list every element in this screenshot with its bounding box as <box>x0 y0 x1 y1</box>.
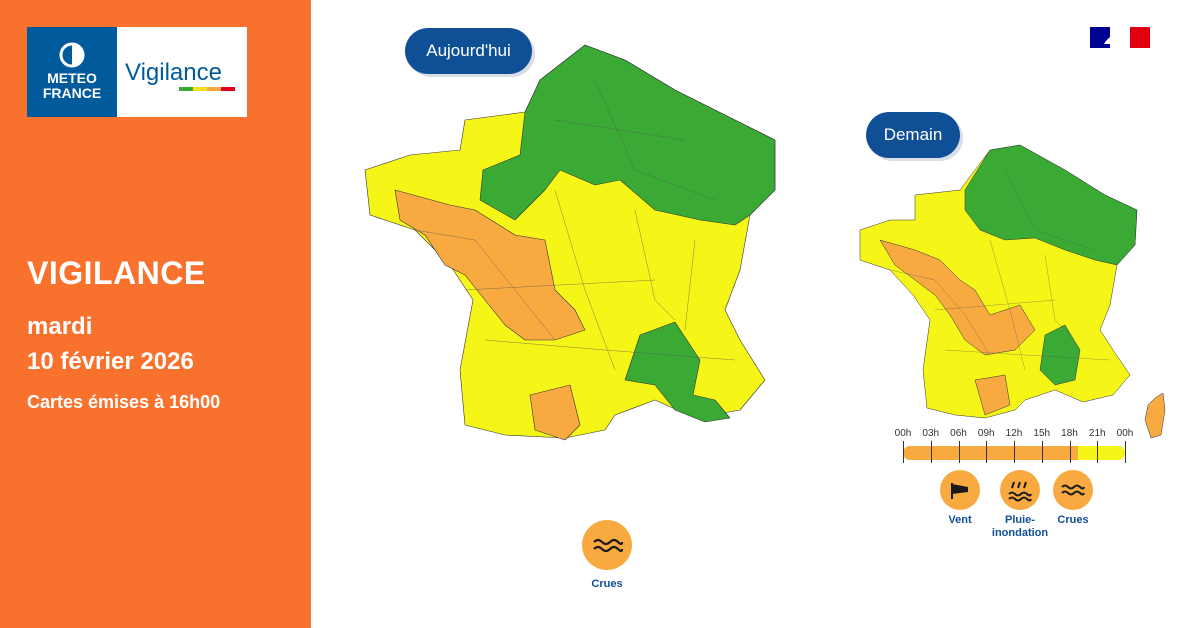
hazard-label-line1: Pluie- <box>1005 514 1035 526</box>
tomorrow-map-orange-zone <box>879 239 1036 356</box>
meteo-france-logo: METEO FRANCE <box>27 27 117 117</box>
tomorrow-hazard-vent: Vent <box>935 470 985 527</box>
timeline-tick <box>1125 441 1126 463</box>
timeline-tick <box>958 441 960 463</box>
tomorrow-map-green-zone <box>964 144 1138 266</box>
timeline-tick <box>903 441 904 463</box>
left-panel: METEO FRANCE Vigilance VIGILANCE mardi 1… <box>0 0 311 628</box>
timeline-yellow-segment <box>1077 446 1125 460</box>
timeline-tick <box>986 441 988 463</box>
today-map-green-zone <box>479 44 776 226</box>
flood-waves-icon <box>1053 470 1093 510</box>
hazard-label-line2: inondation <box>991 527 1049 539</box>
timeline-tick-label: 18h <box>1061 428 1078 439</box>
tomorrow-label: Demain <box>866 112 960 158</box>
today-map-orange-zone-south <box>529 384 581 441</box>
timeline-tick-label: 03h <box>922 428 940 439</box>
tomorrow-map-corsica <box>1144 392 1166 439</box>
timeline-tick-label: 00h <box>1116 428 1134 439</box>
today-map-green-zone-south <box>624 321 731 423</box>
brand-line-2: FRANCE <box>42 85 102 101</box>
tomorrow-timeline: 00h 03h 06h 09h 12h 15h 18h 21h 00h <box>893 428 1143 468</box>
meteo-france-vigilance-logo: METEO FRANCE Vigilance <box>27 27 247 117</box>
timeline-tick <box>1069 441 1071 463</box>
timeline-tick <box>1014 441 1015 463</box>
weekday: mardi <box>27 313 93 340</box>
hazard-label: Crues <box>1057 514 1089 526</box>
timeline-tick-label: 00h <box>894 428 912 439</box>
rain-flood-icon <box>1000 470 1040 510</box>
tomorrow-france-map <box>859 144 1166 439</box>
page-title: VIGILANCE <box>27 255 206 291</box>
tomorrow-hazard-crues: Crues <box>1048 470 1098 527</box>
date: 10 février 2026 <box>27 348 194 375</box>
timeline-tick-label: 21h <box>1088 428 1106 439</box>
today-hazard-crues: Crues <box>572 520 642 591</box>
tomorrow-hazard-pluie-inondation: Pluie- inondation <box>985 470 1055 540</box>
flood-waves-icon <box>582 520 632 570</box>
brand-line-1: METEO <box>47 70 97 86</box>
timeline-tick-label: 12h <box>1005 428 1023 439</box>
timeline-tick <box>930 441 932 463</box>
today-france-map <box>364 44 776 441</box>
timeline-tick-label: 06h <box>950 428 967 439</box>
vigilance-color-bar <box>179 87 235 91</box>
timeline-tick-label: 15h <box>1033 428 1051 439</box>
hazard-label: Crues <box>591 578 623 590</box>
timeline-tick <box>1041 441 1043 463</box>
today-label: Aujourd'hui <box>405 28 532 74</box>
timeline-tick-label: 09h <box>977 428 995 439</box>
tomorrow-map-green-zone-south <box>1039 324 1081 386</box>
product-name: Vigilance <box>125 59 222 86</box>
timeline-tick <box>1097 441 1099 463</box>
issue-time: Cartes émises à 16h00 <box>27 392 221 412</box>
wind-icon <box>940 470 980 510</box>
french-republic-flag-icon <box>1090 27 1150 48</box>
hazard-label: Vent <box>948 514 972 526</box>
meteo-france-logo-icon <box>59 42 85 68</box>
tomorrow-map-orange-zone-south <box>974 374 1011 416</box>
